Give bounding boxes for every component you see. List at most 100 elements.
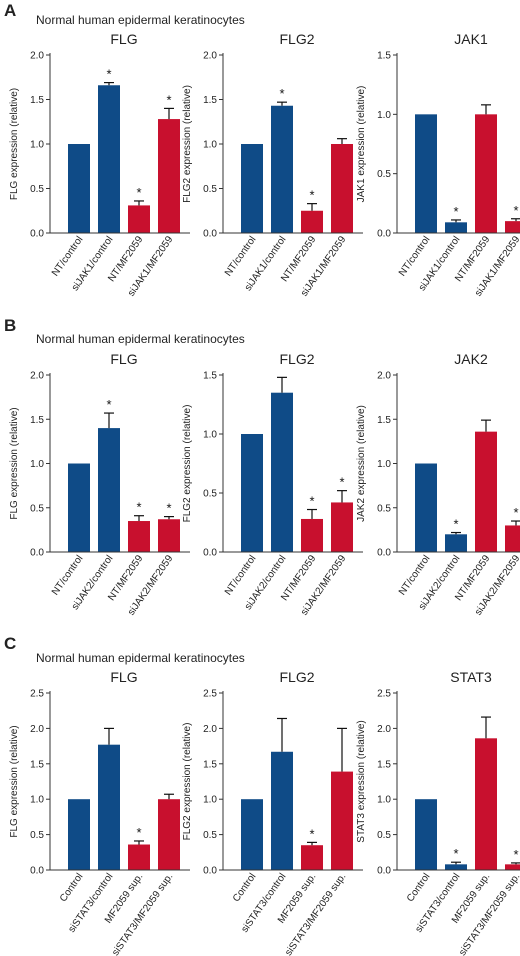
chart-title: FLG [110,31,137,47]
bar [271,392,293,552]
bar [301,210,323,233]
y-tick-label: 2.0 [30,724,44,735]
y-tick-label: 0.5 [30,830,44,841]
bar [128,205,150,233]
y-tick-label: 1.5 [377,51,391,62]
bar [128,844,150,870]
y-tick-label: 1.5 [30,759,44,770]
y-axis-label: FLG expression (relative) [9,407,20,519]
y-tick-label: 0.5 [30,503,44,514]
y-tick-label: 1.5 [30,415,44,426]
bar [98,428,120,552]
bar [271,751,293,870]
bar [475,738,497,870]
bar [505,864,520,870]
bar [331,144,353,233]
y-tick-label: 2.0 [203,724,217,735]
bar [271,105,293,233]
bar [98,744,120,870]
significance-asterisk: * [136,500,141,515]
panel-subtitle: Normal human epidermal keratinocytes [36,13,245,27]
significance-asterisk: * [309,826,314,841]
y-tick-label: 1.0 [203,430,217,441]
bar [505,221,520,233]
chart: STAT3 STAT3 expression (relative) Control *… [356,669,520,956]
chart-title: FLG2 [279,31,314,47]
significance-asterisk: * [136,185,141,200]
bar [158,519,180,552]
bar [158,119,180,233]
significance-asterisk: * [453,204,458,219]
panel-letter: A [4,1,16,20]
bar [445,534,467,552]
y-tick-label: 0.5 [377,830,391,841]
chart-title: FLG2 [279,669,314,685]
chart-title: STAT3 [450,669,492,685]
y-tick-label: 1.5 [203,371,217,382]
significance-asterisk: * [106,67,111,82]
y-tick-label: 1.5 [203,759,217,770]
y-tick-label: 1.0 [203,795,217,806]
significance-asterisk: * [513,203,518,218]
y-axis-label: JAK2 expression (relative) [356,405,367,522]
bar [241,434,263,552]
y-tick-label: 1.0 [30,459,44,470]
panel-letter: B [4,316,16,335]
y-tick-label: 2.0 [203,51,217,62]
y-tick-label: 2.5 [30,689,44,700]
bar [98,85,120,233]
y-tick-label: 0.0 [203,229,217,240]
bar [445,864,467,870]
y-tick-label: 0.0 [203,866,217,877]
y-tick-label: 0.0 [30,866,44,877]
panel-letter: C [4,634,16,653]
chart-title: FLG2 [279,351,314,367]
bar [505,525,520,552]
y-tick-label: 1.5 [30,95,44,106]
y-tick-label: 0.5 [30,184,44,195]
y-tick-label: 1.0 [377,795,391,806]
y-axis-label: FLG2 expression (relative) [182,405,193,523]
significance-asterisk: * [136,825,141,840]
significance-asterisk: * [106,397,111,412]
bar [415,799,437,870]
bar [331,502,353,552]
panel-subtitle: Normal human epidermal keratinocytes [36,651,245,665]
significance-asterisk: * [309,494,314,509]
significance-asterisk: * [309,188,314,203]
bar [68,799,90,870]
significance-asterisk: * [453,846,458,861]
y-tick-label: 1.0 [377,459,391,470]
y-tick-label: 0.0 [203,548,217,559]
y-tick-label: 1.0 [30,795,44,806]
chart-title: JAK2 [454,351,488,367]
y-tick-label: 2.0 [30,51,44,62]
y-tick-label: 1.0 [30,140,44,151]
significance-asterisk: * [513,847,518,862]
chart-title: FLG [110,351,137,367]
y-axis-label: STAT3 expression (relative) [356,720,367,842]
bar [475,431,497,552]
y-axis-label: JAK1 expression (relative) [356,86,367,203]
bar [158,799,180,870]
bar [331,771,353,870]
x-tick-label: Control [58,871,86,904]
bar [128,521,150,552]
bar [241,799,263,870]
significance-asterisk: * [513,505,518,520]
y-tick-label: 2.5 [377,689,391,700]
y-tick-label: 1.5 [377,415,391,426]
panel-c-header: C Normal human epidermal keratinocytes [4,634,245,665]
y-tick-label: 0.5 [377,503,391,514]
chart-title: FLG [110,669,137,685]
y-tick-label: 1.5 [377,759,391,770]
